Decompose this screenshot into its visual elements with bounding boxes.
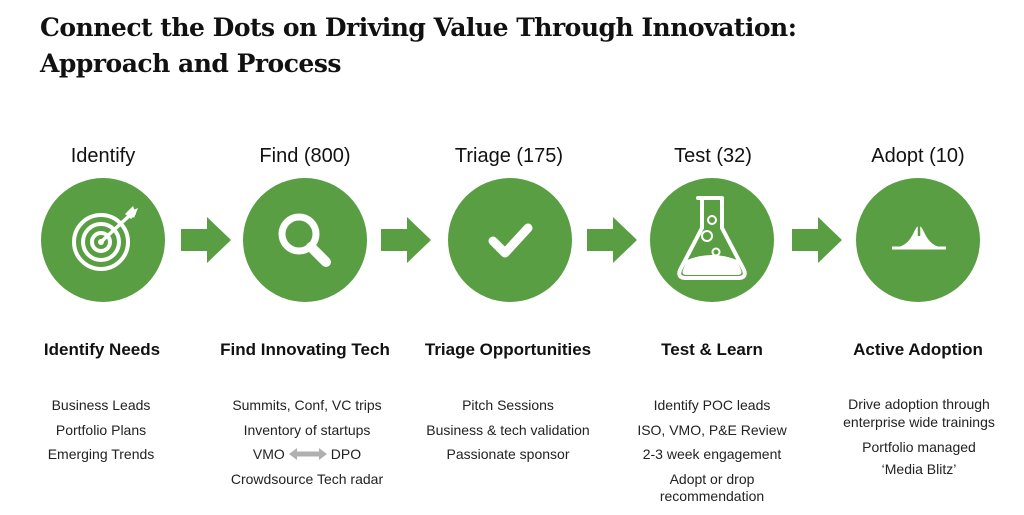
flask-icon: [677, 196, 747, 280]
list-item: ‘Media Blitz’: [881, 460, 957, 477]
stage-heading-adopt: Active Adoption: [853, 340, 983, 359]
stage-items-test: Identify POC leads ISO, VMO, P&E Review …: [607, 393, 817, 505]
checkmark-icon: [488, 223, 533, 258]
stage-label-adopt: Adopt (10): [871, 145, 965, 167]
magnifier-icon: [278, 213, 331, 267]
list-item: Summits, Conf, VC trips: [232, 397, 382, 413]
title-line-2: Approach and Process: [40, 49, 342, 78]
stage-items-adopt: Drive adoption through enterprise wide t…: [814, 395, 1024, 478]
stage-label-find: Find (800): [259, 145, 351, 167]
list-item: Adopt or drop recommendation: [659, 470, 765, 504]
list-item: Emerging Trends: [47, 446, 155, 462]
flow-arrow-icon: [181, 217, 231, 263]
list-item: Business & tech validation: [426, 421, 590, 438]
page-title: Connect the Dots on Driving Value Throug…: [40, 10, 1000, 82]
list-item: Drive adoption through enterprise wide t…: [843, 396, 995, 430]
stage-heading-find: Find Innovating Tech: [220, 340, 390, 359]
list-item: Identify POC leads: [653, 397, 771, 413]
stage-circle-find: [243, 178, 367, 302]
list-item: Business Leads: [51, 397, 151, 413]
vmo-label: VMO: [252, 446, 285, 462]
stage-label-identify: Identify: [70, 145, 136, 167]
list-item: Portfolio managed: [862, 439, 976, 455]
stage-items-find: Summits, Conf, VC trips Inventory of sta…: [202, 393, 412, 491]
stage-circle-adopt: [856, 178, 980, 302]
stage-heading-identify: Identify Needs: [43, 340, 161, 359]
stage-circle-test: [650, 178, 774, 302]
list-item: Inventory of startups: [243, 421, 371, 438]
list-item: Portfolio Plans: [55, 421, 147, 438]
flow-arrow-icon: [792, 217, 842, 263]
stage-heading-test: Test & Learn: [661, 340, 763, 359]
vmo-dpo-row: VMO DPO: [202, 442, 412, 467]
bell-curve-icon: [892, 224, 946, 250]
stage-label-test: Test (32): [674, 145, 752, 167]
target-icon: [72, 206, 138, 271]
flow-arrow-icon: [587, 217, 637, 263]
stage-label-triage: Triage (175): [454, 145, 564, 167]
dpo-label: DPO: [330, 446, 362, 462]
stage-circle-identify: [41, 178, 165, 302]
list-item: Passionate sponsor: [446, 446, 570, 462]
list-item: Crowdsource Tech radar: [230, 470, 384, 487]
list-item: ISO, VMO, P&E Review: [637, 421, 787, 438]
list-item: Pitch Sessions: [462, 397, 554, 413]
stage-items-triage: Pitch Sessions Business & tech validatio…: [403, 393, 613, 467]
double-arrow-icon: [288, 448, 327, 461]
flow-arrow-icon: [381, 217, 431, 263]
title-line-1: Connect the Dots on Driving Value Throug…: [40, 13, 797, 42]
stage-circle-triage: [448, 178, 572, 302]
stage-items-identify: Business Leads Portfolio Plans Emerging …: [0, 393, 206, 467]
stage-heading-triage: Triage Opportunities: [424, 340, 592, 359]
list-item: 2-3 week engagement: [642, 446, 782, 462]
